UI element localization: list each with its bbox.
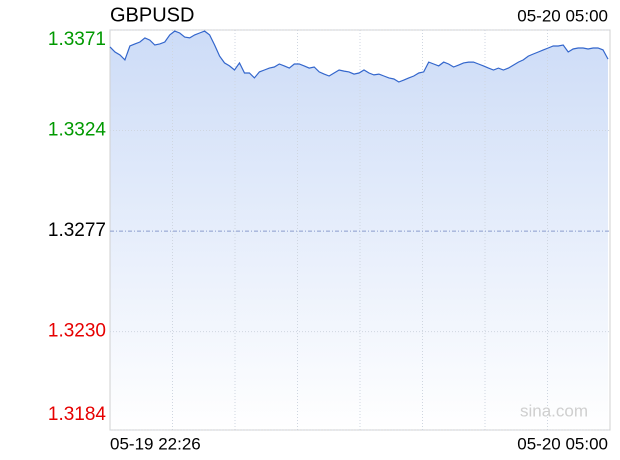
chart-title: GBPUSD	[110, 4, 194, 26]
y-tick-label: 1.3277	[48, 220, 106, 241]
x-tick-label: 05-19 22:26	[110, 434, 201, 453]
x-tick-label: 05-20 05:00	[517, 434, 608, 453]
vertical-grid	[172, 30, 548, 430]
timestamp: 05-20 05:00	[517, 6, 608, 25]
price-line	[109, 30, 609, 83]
area-fill	[110, 31, 608, 430]
y-tick-label: 1.3324	[48, 120, 107, 141]
y-tick-label: 1.3371	[48, 29, 106, 50]
y-tick-label: 1.3184	[48, 404, 107, 425]
y-tick-label: 1.3230	[48, 321, 106, 342]
watermark: sina.com	[520, 401, 588, 420]
